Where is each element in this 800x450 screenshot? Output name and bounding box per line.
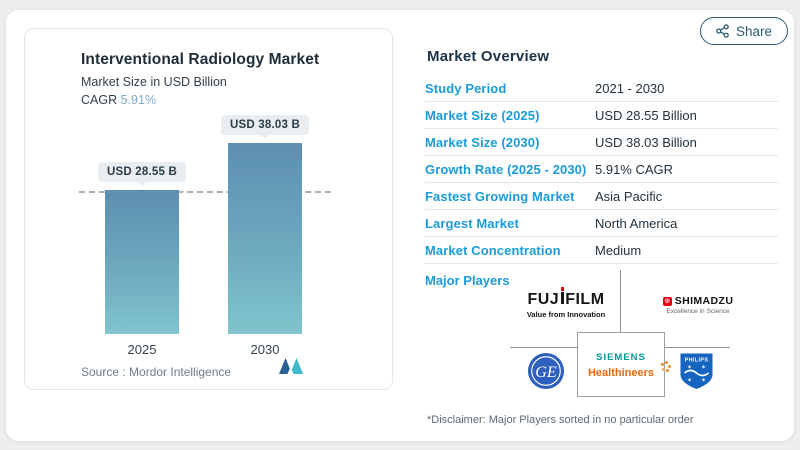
overview-row-value: USD 28.55 Billion [595, 107, 697, 123]
overview-row: Study Period 2021 - 2030 [425, 75, 778, 102]
chart-cagr: CAGR 5.91% [81, 93, 156, 107]
svg-text:✶: ✶ [687, 364, 692, 371]
overview-row: Market Size (2030) USD 38.03 Billion [425, 129, 778, 156]
cagr-label: CAGR [81, 93, 118, 107]
shimadzu-mark-icon: ⊕ [662, 296, 672, 306]
siemens-wordmark: SIEMENS [596, 352, 646, 363]
overview-row-value: USD 38.03 Billion [595, 134, 697, 150]
overview-row: Largest Market North America [425, 210, 778, 237]
overview-heading: Market Overview [427, 48, 550, 65]
overview-row-label: Market Concentration [425, 242, 561, 258]
svg-text:✶: ✶ [687, 377, 692, 384]
chart-subtitle: Market Size in USD Billion [81, 75, 227, 89]
overview-row: Growth Rate (2025 - 2030) 5.91% CAGR [425, 156, 778, 183]
share-button[interactable]: Share [700, 17, 788, 45]
overview-row-label: Fastest Growing Market [425, 188, 575, 204]
bar-2030[interactable] [228, 143, 302, 334]
siemens-swirl-icon [661, 363, 665, 366]
overview-table: Study Period 2021 - 2030 Market Size (2025… [425, 75, 778, 264]
bar-column-2025: USD 28.55 B [98, 162, 186, 334]
share-button-label: Share [735, 23, 773, 39]
bar-value-pill-2030: USD 38.03 B [221, 115, 309, 139]
major-players-label: Major Players [425, 273, 510, 288]
overview-row: Market Size (2025) USD 28.55 Billion [425, 102, 778, 129]
overview-row-label: Market Size (2030) [425, 134, 540, 150]
bar-2025[interactable] [105, 190, 179, 334]
overview-row-label: Largest Market [425, 215, 519, 231]
market-chart-panel: Interventional Radiology Market Market S… [24, 28, 393, 390]
fujifilm-wordmark: FUJ FILM [527, 287, 605, 308]
philips-logo[interactable]: PHILIPS ✶ ✶ ✶ ✶ [679, 352, 714, 396]
fujifilm-red-dot-i [560, 287, 564, 304]
major-players-figure: FUJ FILM Value from Innovation ⊕ SHIMADZU… [425, 268, 778, 408]
overview-row-value: 5.91% CAGR [595, 161, 674, 177]
overview-row-value: 2021 - 2030 [595, 80, 665, 96]
overview-row: Market Concentration Medium [425, 237, 778, 264]
bar-column-2030: USD 38.03 B [221, 115, 309, 334]
fujifilm-tagline: Value from Innovation [526, 310, 606, 319]
siemens-healthineers-logo[interactable]: SIEMENS Healthineers [577, 352, 665, 381]
cagr-value: 5.91% [120, 93, 157, 107]
share-icon [716, 24, 729, 38]
overview-row-label: Market Size (2025) [425, 107, 540, 123]
tree-connector-vertical [620, 270, 621, 333]
overview-row-value: Asia Pacific [595, 188, 663, 204]
reference-dashed-line [79, 191, 331, 193]
chart-title: Interventional Radiology Market [81, 51, 320, 68]
siemens-cell-border [577, 332, 665, 397]
disclaimer-text: *Disclaimer: Major Players sorted in no … [427, 414, 694, 426]
overview-row: Fastest Growing Market Asia Pacific [425, 183, 778, 210]
shimadzu-tagline: Excellence in Science [666, 308, 730, 315]
source-text: Source : Mordor Intelligence [81, 365, 232, 379]
shimadzu-logo[interactable]: ⊕ SHIMADZU Excellence in Science [643, 295, 753, 315]
overview-row-value: North America [595, 215, 678, 231]
mordor-intelligence-logo-icon [279, 358, 303, 380]
ge-monogram: GE [535, 364, 557, 381]
overview-row-label: Growth Rate (2025 - 2030) [425, 161, 587, 177]
x-axis-label-2030: 2030 [250, 342, 280, 357]
ge-logo[interactable]: GE [527, 352, 565, 395]
x-axis-label-2025: 2025 [127, 342, 157, 357]
svg-text:✶: ✶ [701, 377, 706, 384]
philips-wordmark: PHILIPS [685, 358, 709, 364]
svg-text:✶: ✶ [701, 364, 706, 371]
fujifilm-logo[interactable]: FUJ FILM Value from Innovation [518, 287, 614, 319]
overview-row-value: Medium [595, 242, 642, 258]
shimadzu-wordmark: SHIMADZU [674, 295, 734, 307]
bar-value-pill-2025: USD 28.55 B [98, 162, 186, 186]
healthineers-wordmark: Healthineers [588, 363, 665, 379]
overview-row-label: Study Period [425, 80, 507, 96]
